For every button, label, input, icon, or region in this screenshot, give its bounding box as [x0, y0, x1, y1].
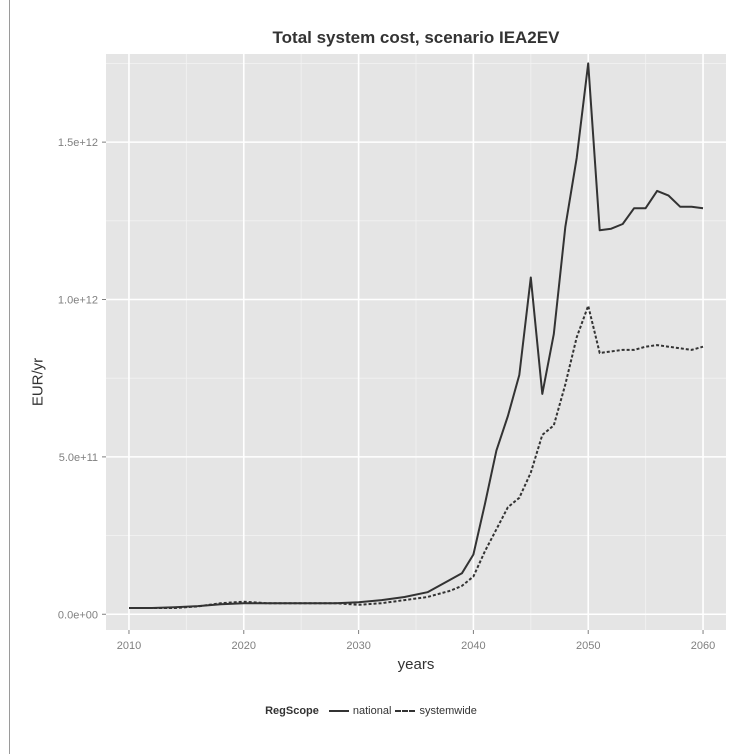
legend-label-national: national [352, 705, 392, 717]
y-tick-label: 5.0e+11 [59, 452, 98, 464]
x-tick-label: 2040 [461, 640, 485, 652]
legend-key-solid [328, 706, 349, 716]
legend-title: RegScope [265, 705, 319, 717]
x-tick-label: 2020 [232, 640, 256, 652]
x-tick-label: 2030 [346, 640, 370, 652]
legend: RegScope national systemwide [0, 705, 746, 717]
y-tick-label: 1.5e+12 [58, 137, 98, 149]
series-line-national [129, 62, 704, 609]
y-tick-labels: 0.0e+00 5.0e+11 1.0e+12 1.5e+12 [58, 137, 98, 621]
legend-item-national: national [328, 705, 392, 717]
x-tick-marks [128, 630, 704, 634]
chart-title: Total system cost, scenario IEA2EV [272, 28, 560, 47]
x-tick-labels: 2010 2020 2030 2040 2050 2060 [117, 640, 716, 652]
legend-item-systemwide: systemwide [395, 705, 477, 717]
x-axis-label: years [397, 656, 435, 673]
x-tick-label: 2050 [576, 640, 600, 652]
x-tick-label: 2010 [117, 640, 141, 652]
y-tick-marks [102, 141, 106, 615]
series-lines [129, 62, 704, 609]
series-line-systemwide [129, 304, 704, 609]
page-left-border [9, 0, 10, 754]
legend-key-dashed [395, 706, 416, 716]
grid-major [106, 54, 726, 630]
x-tick-label: 2060 [691, 640, 715, 652]
y-tick-label: 1.0e+12 [58, 295, 98, 307]
y-tick-label: 0.0e+00 [58, 609, 98, 621]
grid-minor [106, 54, 726, 630]
legend-label-systemwide: systemwide [419, 705, 477, 717]
